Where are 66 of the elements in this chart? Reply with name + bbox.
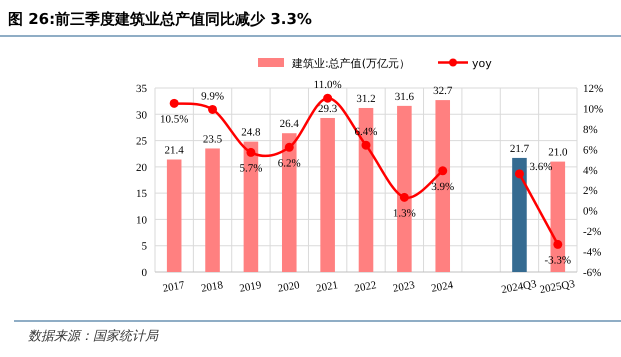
y2-tick-label: -4% bbox=[583, 246, 602, 259]
x-tick-label: 2023 bbox=[392, 279, 416, 295]
data-label: 31.6 bbox=[394, 90, 414, 103]
y-tick-label: 20 bbox=[136, 162, 148, 174]
x-tick-label: 2025Q3 bbox=[538, 278, 576, 296]
data-label: 5.7% bbox=[239, 162, 262, 174]
legend-label: yoy bbox=[472, 57, 492, 70]
y-tick-label: 5 bbox=[142, 240, 148, 253]
point bbox=[208, 104, 218, 114]
y2-tick-label: 10% bbox=[583, 103, 604, 116]
y-tick-label: 15 bbox=[136, 188, 148, 200]
y2-tick-label: 2% bbox=[583, 185, 598, 198]
y2-tick-label: 12% bbox=[583, 83, 604, 95]
bar bbox=[205, 148, 220, 272]
point bbox=[170, 98, 179, 108]
y2-tick-label: 0% bbox=[583, 206, 598, 218]
data-label: 10.5% bbox=[160, 113, 188, 126]
data-label: 31.2 bbox=[356, 92, 376, 105]
source-note: 数据来源：国家统计局 bbox=[28, 328, 159, 344]
chart-title: 图 26:前三季度建筑业总产值同比减少 3.3% bbox=[8, 10, 312, 28]
x-tick-label: 2021 bbox=[315, 279, 339, 295]
bar bbox=[320, 118, 335, 272]
data-label: 23.5 bbox=[202, 133, 223, 146]
x-tick-label: 2019 bbox=[238, 279, 263, 295]
y2-tick-label: 4% bbox=[583, 164, 598, 177]
x-tick-label: 2017 bbox=[162, 279, 186, 295]
point bbox=[438, 166, 448, 176]
data-label: -3.3% bbox=[544, 254, 572, 266]
data-label: 24.8 bbox=[241, 126, 262, 139]
data-label: 9.9% bbox=[201, 90, 224, 102]
y2-tick-label: 8% bbox=[583, 124, 598, 136]
y2-tick-label: -2% bbox=[583, 226, 602, 238]
point bbox=[400, 192, 409, 202]
bar bbox=[512, 158, 527, 272]
data-label: 21.4 bbox=[164, 144, 184, 156]
y-tick-label: 35 bbox=[136, 83, 148, 95]
x-tick-label: 2018 bbox=[200, 279, 224, 295]
data-label: 6.2% bbox=[278, 157, 301, 170]
bar bbox=[166, 159, 182, 272]
y-tick-label: 0 bbox=[142, 267, 148, 279]
data-label: 21.0 bbox=[548, 146, 568, 159]
y-tick-label: 25 bbox=[136, 136, 148, 148]
point bbox=[514, 169, 524, 178]
data-label: 29.3 bbox=[318, 102, 338, 115]
y2-tick-label: 6% bbox=[583, 144, 598, 156]
data-label: 32.7 bbox=[433, 85, 453, 98]
y-tick-label: 30 bbox=[136, 109, 148, 122]
point bbox=[323, 94, 332, 103]
x-tick-label: 2020 bbox=[276, 279, 302, 295]
data-label: 11.0% bbox=[314, 79, 342, 92]
point bbox=[362, 140, 370, 150]
x-tick-label: 2022 bbox=[354, 279, 378, 295]
data-label: 3.6% bbox=[529, 160, 552, 173]
point bbox=[246, 148, 256, 157]
data-label: 3.9% bbox=[431, 180, 454, 193]
y-tick-label: 10 bbox=[136, 214, 148, 226]
data-label: 21.7 bbox=[510, 142, 530, 155]
data-label: 6.4% bbox=[354, 126, 378, 138]
x-tick-label: 2024 bbox=[430, 279, 455, 295]
data-label: 1.3% bbox=[392, 207, 416, 220]
point bbox=[284, 142, 294, 152]
data-label: 26.4 bbox=[280, 118, 300, 130]
x-tick-label: 2024Q3 bbox=[500, 278, 538, 296]
point bbox=[553, 240, 562, 249]
y2-tick-label: -6% bbox=[583, 267, 602, 279]
legend-label: 建筑业:总产值(万亿元） bbox=[291, 57, 410, 70]
